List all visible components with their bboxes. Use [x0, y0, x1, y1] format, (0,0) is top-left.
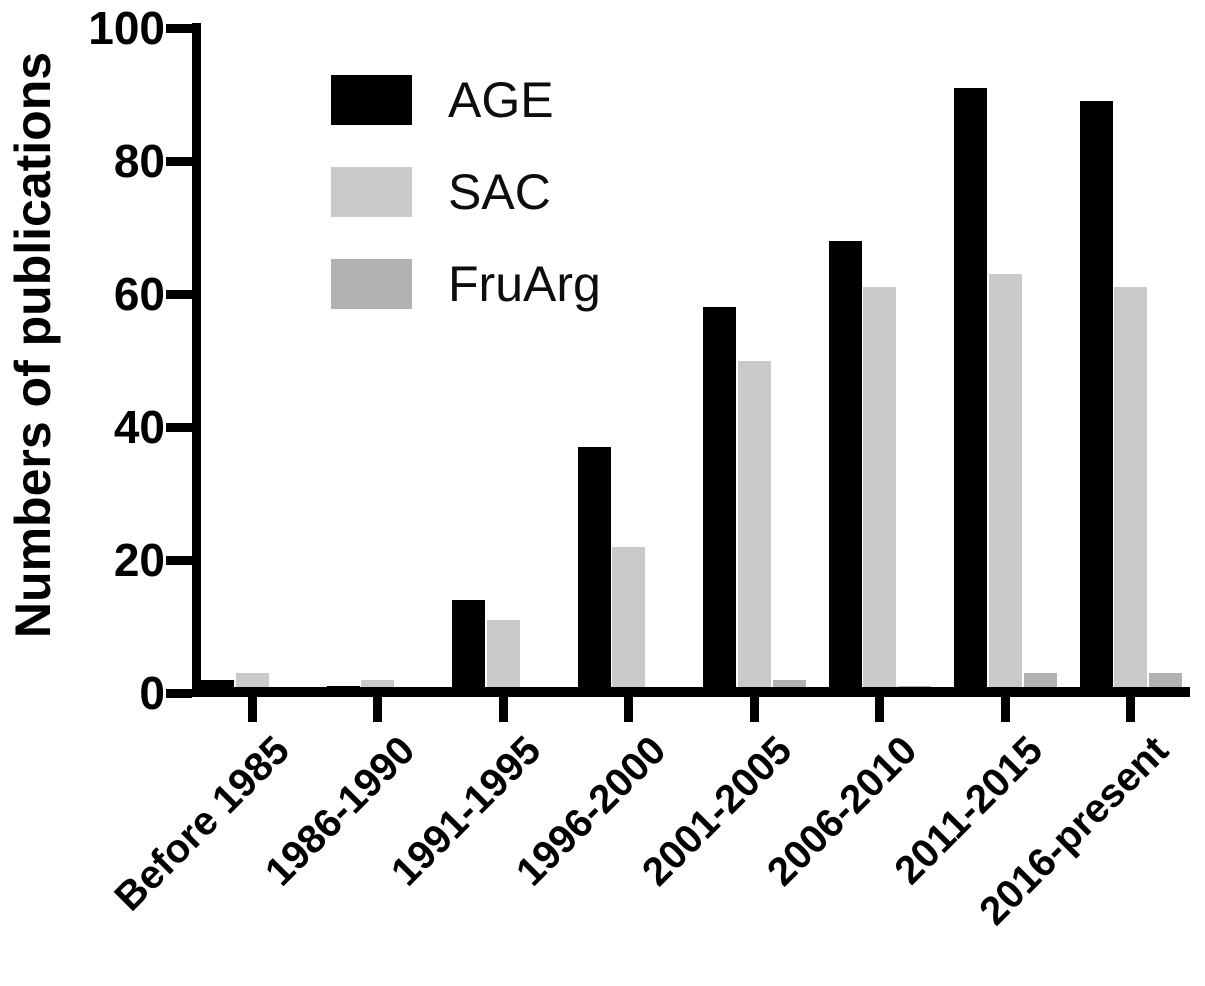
y-tick-label: 20 [113, 534, 165, 586]
legend-swatch-sac [331, 167, 412, 217]
bar-sac [486, 619, 520, 697]
y-tick-mark [166, 289, 192, 299]
legend-swatch-age [331, 75, 412, 125]
x-tick-mark [1000, 697, 1010, 722]
legend-swatch-fruarg [331, 259, 412, 309]
legend-row-fruarg: FruArg [331, 259, 601, 309]
bar-sac [863, 287, 896, 697]
x-tick-label: Before 1985 [106, 728, 299, 920]
x-tick-mark [624, 697, 633, 722]
bar-age [577, 446, 611, 697]
bar-age [954, 87, 987, 697]
x-tick-mark [749, 697, 759, 722]
x-tick-mark [498, 697, 508, 722]
legend-label-fruarg: FruArg [448, 256, 601, 312]
y-tick-mark [166, 422, 192, 432]
y-tick-mark [166, 23, 192, 33]
bar-age [828, 240, 862, 697]
legend-label-sac: SAC [448, 164, 551, 220]
y-tick-mark [166, 688, 192, 698]
bar-sac [1114, 287, 1147, 697]
x-tick-mark [373, 697, 382, 722]
bar-sac [988, 274, 1022, 697]
x-tick-mark [247, 697, 257, 722]
y-axis-line [192, 23, 201, 697]
bar-age [1079, 101, 1113, 697]
x-axis-line [192, 687, 1190, 697]
y-tick-label: 100 [88, 2, 165, 54]
bar-age [452, 599, 485, 697]
legend-label-age: AGE [448, 72, 554, 128]
legend-row-age: AGE [331, 75, 601, 125]
legend: AGE SAC FruArg [331, 75, 601, 351]
x-tick-mark [1126, 697, 1135, 722]
bar-sac [612, 546, 645, 697]
y-tick-mark [166, 156, 192, 166]
x-tick-mark [875, 697, 884, 722]
y-tick-mark [166, 555, 192, 565]
y-tick-label: 80 [113, 135, 165, 187]
y-tick-label: 40 [113, 401, 165, 453]
y-tick-label: 0 [139, 667, 165, 719]
bar-age [703, 307, 736, 697]
bar-sac [737, 360, 771, 697]
legend-row-sac: SAC [331, 167, 601, 217]
y-tick-label: 60 [113, 268, 165, 320]
